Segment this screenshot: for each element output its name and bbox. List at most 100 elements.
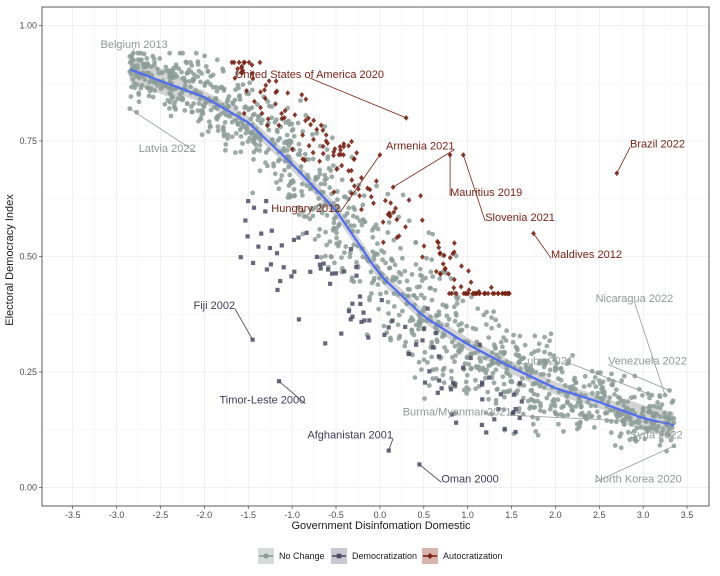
point-no-change [544,343,550,349]
point-no-change [135,57,141,62]
point-autocratization [263,82,269,89]
point-no-change [520,356,525,362]
point-no-change [528,363,534,369]
point-democratization [386,448,391,453]
point-autocratization [276,122,282,129]
point-no-change [482,375,488,381]
point-no-change [272,171,278,177]
point-autocratization [257,59,263,66]
point-no-change [202,83,208,88]
point-no-change [162,102,168,107]
point-no-change [282,140,287,146]
point-autocratization [442,265,448,272]
point-autocratization [346,168,351,174]
point-no-change [324,212,330,218]
point-no-change [607,407,613,413]
point-no-change [244,123,250,128]
point-no-change [397,279,402,285]
point-no-change [250,129,256,135]
point-no-change [287,194,293,200]
point-no-change [300,129,306,135]
point-no-change [386,311,391,316]
point-autocratization [300,156,306,162]
point-no-change [417,284,423,290]
point-autocratization [451,284,457,291]
point-no-change [554,360,560,366]
point-autocratization [246,59,252,66]
point-democratization [452,382,457,387]
point-no-change [449,339,455,345]
point-no-change [295,120,301,126]
annotation-leader [511,414,666,424]
point-no-change [489,350,495,355]
point-autocratization [450,250,456,257]
point-autocratization [229,59,235,66]
point-no-change [589,413,595,419]
point-autocratization [308,121,313,128]
point-no-change [429,257,435,263]
point-no-change [521,383,527,388]
point-no-change [473,377,478,383]
point-no-change [351,279,357,285]
point-no-change [131,81,137,87]
x-axis: -3.5 -3.0 -2.5 -2.0 -1.5 -1.0 -0.5 0.0 0.5 1.0 1.5… [65,506,693,520]
point-democratization [517,415,522,421]
point-no-change [628,395,634,401]
point-no-change [341,194,347,200]
annotation-leader [129,108,196,153]
point-no-change [257,168,263,174]
point-no-change [398,245,403,251]
point-no-change [636,420,641,425]
annotation-label: Cuba 2021 [519,355,573,367]
point-no-change [657,414,663,419]
point-no-change [263,160,268,166]
point-autocratization [473,290,478,297]
point-no-change [537,408,543,413]
annotation-leader [629,422,675,439]
point-no-change [396,312,402,318]
point-no-change [500,344,505,350]
point-no-change [378,291,383,297]
point-no-change [423,275,428,281]
point-no-change [223,147,228,153]
point-no-change [385,299,391,305]
point-no-change [464,323,470,329]
point-autocratization [282,107,288,114]
point-no-change [357,218,363,224]
point-autocratization [279,110,284,117]
point-no-change [174,74,180,79]
point-democratization [263,209,268,214]
point-no-change [346,196,351,202]
point-no-change [178,96,184,102]
point-no-change [600,385,606,390]
point-no-change [168,113,174,119]
point-autocratization [458,283,464,290]
point-no-change [339,255,344,260]
point-no-change [443,303,449,309]
point-democratization [448,387,454,392]
x-tick-label: 2.5 [593,510,606,520]
point-autocratization [357,193,362,199]
point-no-change [596,414,602,420]
point-no-change [612,392,617,397]
point-autocratization [406,197,412,203]
point-no-change [215,114,221,120]
point-no-change [170,68,176,74]
point-no-change [406,293,411,299]
point-no-change [330,163,336,169]
point-democratization [359,319,364,324]
point-no-change [334,230,339,236]
point-no-change [400,308,405,314]
point-no-change [400,192,406,198]
point-autocratization [359,206,364,213]
point-no-change [375,282,381,287]
point-no-change [610,382,615,388]
point-no-change [167,106,172,111]
point-no-change [406,218,412,224]
x-tick-label: 0.5 [418,510,431,520]
point-no-change [213,97,219,102]
point-no-change [609,371,614,377]
point-no-change [516,354,522,359]
point-no-change [502,350,507,355]
point-autocratization [440,261,446,267]
